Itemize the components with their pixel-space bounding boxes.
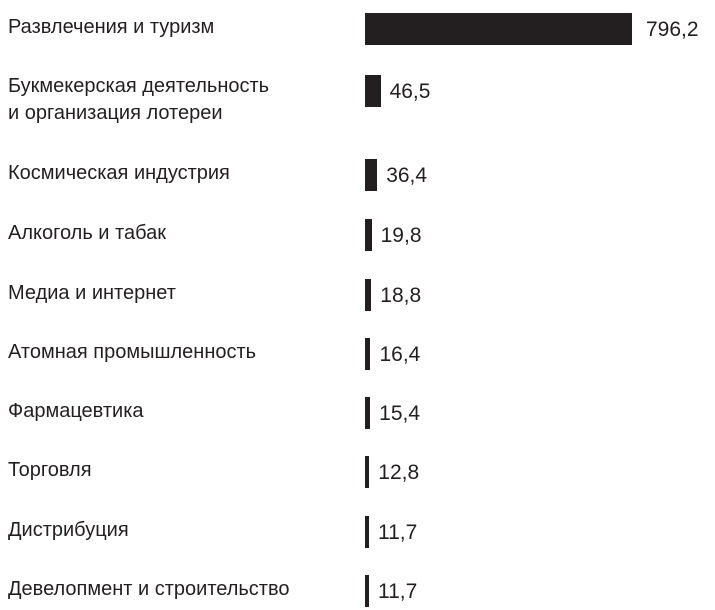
bar	[365, 575, 369, 607]
value-label: 46,5	[389, 80, 431, 103]
bar	[365, 516, 369, 548]
value-label: 19,8	[380, 224, 422, 247]
category-label: Атомная промышленность	[8, 341, 257, 363]
value-label: 11,7	[378, 521, 418, 544]
bar	[365, 456, 370, 488]
bar	[365, 159, 378, 191]
bar	[365, 13, 632, 45]
bar	[365, 75, 381, 107]
category-label: Букмекерская деятельность и организация …	[8, 75, 270, 124]
bar	[365, 338, 371, 370]
value-label: 796,2	[646, 18, 699, 41]
bar	[365, 219, 372, 251]
value-label: 15,4	[379, 402, 421, 425]
value-label: 16,4	[379, 343, 421, 366]
bar	[365, 397, 371, 429]
value-label: 36,4	[386, 164, 428, 187]
value-label: 12,8	[378, 461, 420, 484]
category-label: Девелопмент и строительство	[8, 578, 290, 600]
category-label: Алкоголь и табак	[8, 222, 166, 244]
category-label: Космическая индустрия	[8, 162, 230, 184]
category-label: Медиа и интернет	[8, 282, 176, 304]
bar	[365, 279, 372, 311]
value-label: 18,8	[380, 284, 422, 307]
category-label: Дистрибуция	[8, 519, 129, 541]
category-label: Торговля	[8, 459, 92, 481]
category-label: Развлечения и туризм	[8, 16, 215, 38]
value-label: 11,7	[378, 580, 418, 603]
category-label: Фармацевтика	[8, 400, 144, 422]
